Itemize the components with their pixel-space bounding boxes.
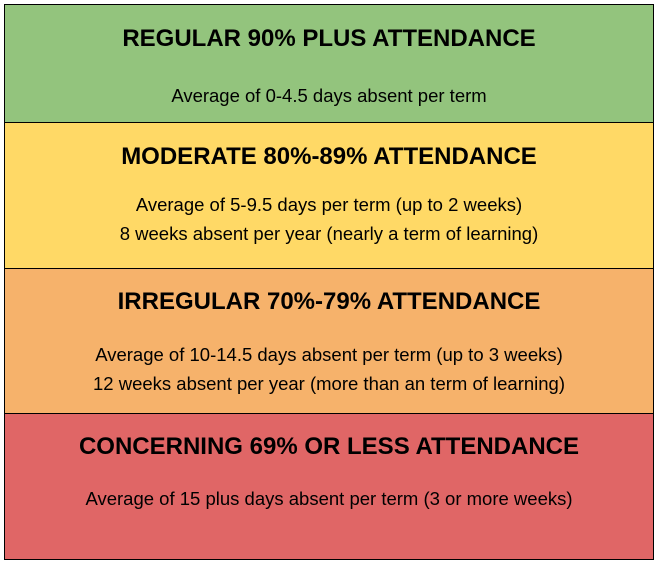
description-line: Average of 10-14.5 days absent per term … [95, 344, 563, 365]
band-heading: REGULAR 90% PLUS ATTENDANCE [122, 25, 536, 52]
band-description: Average of 0-4.5 days absent per term [5, 81, 653, 110]
band-concerning: CONCERNING 69% OR LESS ATTENDANCE Averag… [5, 414, 653, 559]
band-description: Average of 5-9.5 days per term (up to 2 … [5, 190, 653, 248]
description-line: Average of 15 plus days absent per term … [85, 488, 573, 509]
band-heading: IRREGULAR 70%-79% ATTENDANCE [117, 288, 541, 315]
band-irregular: IRREGULAR 70%-79% ATTENDANCE Average of … [5, 269, 653, 414]
description-line: Average of 5-9.5 days per term (up to 2 … [135, 194, 523, 215]
band-heading: MODERATE 80%-89% ATTENDANCE [121, 143, 537, 170]
band-description: Average of 15 plus days absent per term … [5, 484, 653, 513]
band-description: Average of 10-14.5 days absent per term … [5, 340, 653, 398]
band-moderate: MODERATE 80%-89% ATTENDANCE Average of 5… [5, 123, 653, 269]
description-line: Average of 0-4.5 days absent per term [171, 85, 487, 106]
band-regular: REGULAR 90% PLUS ATTENDANCE Average of 0… [5, 5, 653, 123]
description-line: 12 weeks absent per year (more than an t… [93, 373, 565, 394]
description-line: 8 weeks absent per year (nearly a term o… [119, 223, 539, 244]
attendance-levels-table: REGULAR 90% PLUS ATTENDANCE Average of 0… [4, 4, 654, 560]
band-heading: CONCERNING 69% OR LESS ATTENDANCE [78, 433, 580, 460]
